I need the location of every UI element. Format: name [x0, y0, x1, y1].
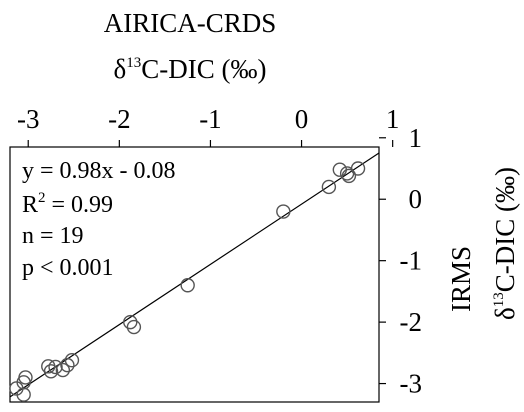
data-point: [55, 362, 71, 378]
data-point: [321, 179, 337, 195]
plot-frame: [9, 146, 380, 403]
equation-label: y = 0.98x - 0.08: [22, 158, 176, 184]
data-point: [60, 357, 75, 373]
x-axis-title-line1: AIRICA-CRDS: [104, 8, 277, 38]
y-tick-label: -2: [400, 307, 423, 337]
r-squared-label: R2 = 0.99: [22, 190, 113, 218]
n-label: n = 19: [22, 223, 84, 249]
data-point: [64, 353, 80, 368]
data-point: [276, 204, 291, 219]
x-tick-label: -2: [108, 104, 131, 134]
y-tick-label: 0: [409, 184, 423, 214]
data-point: [18, 370, 33, 385]
data-point: [126, 319, 142, 335]
x-tick-label: 0: [295, 104, 309, 134]
y-tick-label: -1: [400, 246, 423, 276]
x-axis-title-line2: δ13C-DIC (‰): [114, 54, 267, 84]
p-value-label: p < 0.001: [22, 255, 114, 281]
fit-line-group: [9, 152, 380, 398]
x-tick-label: 1: [386, 104, 400, 134]
data-point: [43, 364, 59, 379]
data-point: [350, 161, 366, 176]
y-tick-label: 1: [409, 123, 423, 153]
x-tick-label: -3: [17, 104, 40, 134]
data-points: [9, 161, 366, 402]
data-point: [16, 387, 31, 402]
x-axis-ticks: -3 -2 -1 0 1: [17, 104, 399, 147]
y-tick-label: -3: [400, 369, 423, 399]
data-point: [123, 314, 138, 330]
data-point: [48, 359, 63, 375]
regression-line: [9, 152, 380, 398]
data-point: [332, 162, 348, 177]
data-point: [180, 278, 195, 293]
y-axis-title-line1: IRMS: [446, 246, 476, 312]
y-axis-title-line2: δ13C-DIC (‰): [490, 167, 520, 320]
data-point: [341, 168, 357, 184]
y-axis-title: IRMS δ13C-DIC (‰): [446, 167, 520, 320]
y-axis-ticks: 1 0 -1 -2 -3: [379, 123, 422, 399]
x-tick-label: -1: [199, 104, 222, 134]
